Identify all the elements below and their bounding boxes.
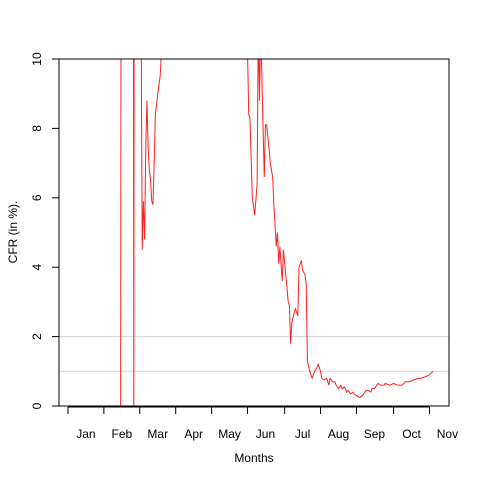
x-tick-label: Feb [112, 427, 133, 441]
x-tick-label: Jul [295, 427, 310, 441]
x-tick-label: Mar [147, 427, 168, 441]
x-tick-label: Nov [437, 427, 458, 441]
data-line [120, 59, 434, 406]
x-tick-label: Apr [184, 427, 203, 441]
x-tick-label: Jan [76, 427, 95, 441]
x-tick-label: May [218, 427, 241, 441]
y-tick-label: 4 [30, 264, 44, 271]
x-tick-label: Sep [364, 427, 386, 441]
plot-frame [58, 58, 450, 407]
y-tick-label: 6 [30, 194, 44, 201]
y-tick-label: 10 [30, 52, 44, 66]
y-tick-label: 8 [30, 125, 44, 132]
x-tick-label: Aug [328, 427, 349, 441]
y-tick-label: 0 [30, 402, 44, 409]
x-axis-label: Months [234, 451, 273, 465]
y-tick-label: 2 [30, 333, 44, 340]
x-tick-label: Jun [256, 427, 275, 441]
y-axis-label: CFR (in %). [6, 201, 20, 264]
x-tick-label: Oct [402, 427, 421, 441]
